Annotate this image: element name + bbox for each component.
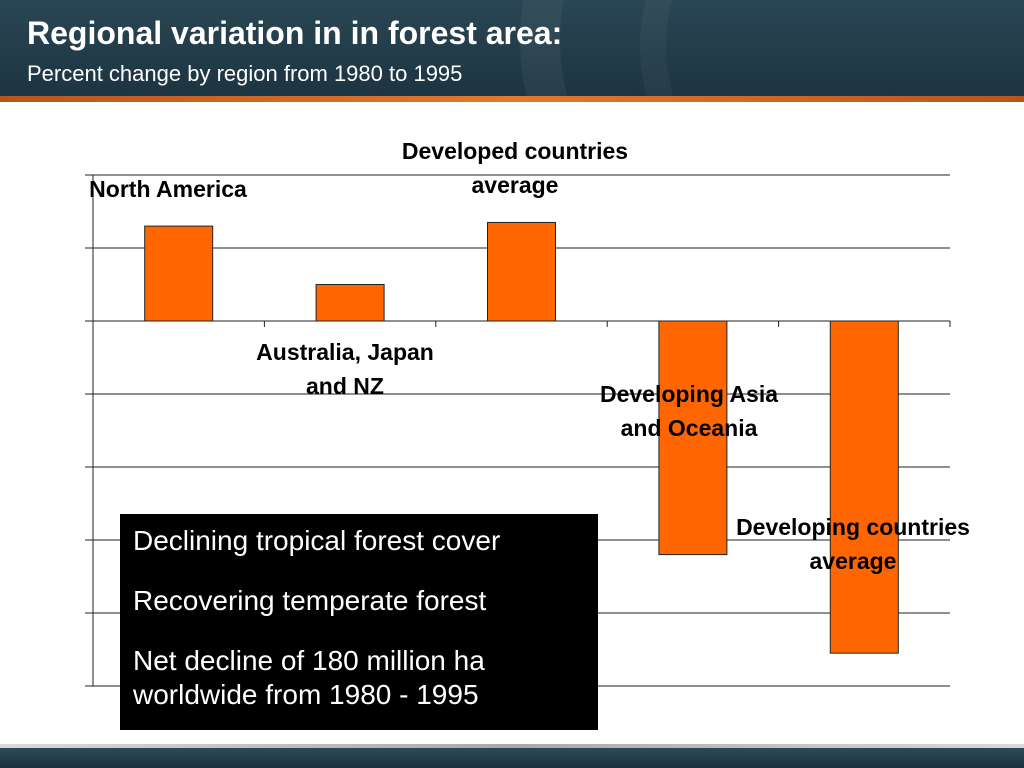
footer-bar — [0, 748, 1024, 768]
key-points-box: Declining tropical forest cover Recoveri… — [120, 514, 598, 730]
bar — [487, 221, 556, 322]
key-point: Net decline of 180 million ha worldwide … — [133, 645, 485, 710]
footer-divider — [0, 744, 1024, 748]
header-decoration — [640, 0, 1024, 96]
slide-subtitle: Percent change by region from 1980 to 19… — [27, 61, 463, 86]
key-point: Recovering temperate forest — [133, 585, 487, 616]
category-label: Developing Asia and Oceania — [600, 381, 778, 441]
bar — [658, 320, 728, 556]
bar — [144, 225, 214, 322]
header-decoration — [520, 0, 1024, 96]
category-label: Australia, Japan and NZ — [256, 339, 434, 399]
key-point: Declining tropical forest cover — [133, 525, 501, 556]
category-label: North America — [89, 176, 247, 202]
slide-title: Regional variation in in forest area: — [27, 15, 563, 51]
bar — [315, 284, 385, 322]
category-label: Developing countries average — [736, 514, 970, 574]
header-banner: Regional variation in in forest area: Pe… — [0, 0, 1024, 96]
category-label: Developed countries average — [402, 138, 628, 198]
bar — [829, 320, 899, 654]
header-accent-stripe — [0, 96, 1024, 102]
